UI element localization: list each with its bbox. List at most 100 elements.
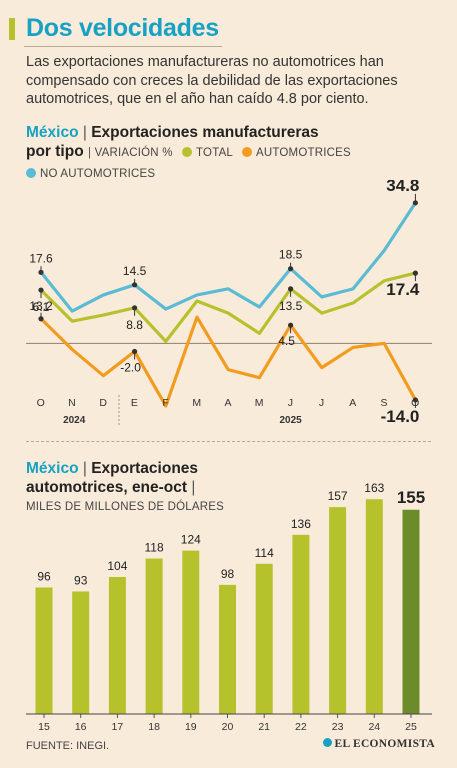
- x-tick-label: O: [411, 397, 420, 409]
- x-tick-label: 18: [148, 721, 160, 733]
- heading-separator: |: [82, 460, 87, 477]
- source-note: FUENTE: INEGI.: [26, 740, 110, 752]
- data-marker: [132, 348, 138, 355]
- x-tick-label: A: [349, 397, 357, 409]
- bar-value-label: 114: [255, 546, 274, 560]
- x-tick-label: 19: [185, 721, 197, 733]
- chart2-title-line1: Exportaciones: [91, 460, 199, 477]
- chart2-country: México: [26, 460, 79, 477]
- chart1-country: México: [26, 124, 79, 141]
- data-marker: [38, 287, 44, 293]
- x-tick-label: E: [131, 397, 139, 409]
- legend-dot-total: [182, 147, 193, 157]
- data-label: 17.4: [386, 280, 420, 299]
- series-line-1: [39, 271, 417, 343]
- series-line-2: [39, 315, 417, 408]
- x-tick-label: M: [192, 397, 201, 409]
- bar: [402, 509, 420, 714]
- x-tick-label: J: [319, 397, 325, 409]
- x-tick-label: 20: [222, 721, 234, 733]
- bar-value-label: 118: [145, 541, 164, 555]
- bar-value-label: 104: [107, 559, 127, 573]
- year-label: 2025: [279, 415, 302, 426]
- bar: [292, 534, 310, 714]
- bar: [108, 576, 126, 714]
- legend-no-auto: NO AUTOMOTRICES: [40, 168, 156, 180]
- x-tick-label: F: [162, 397, 169, 409]
- section-divider: [26, 441, 431, 442]
- data-label: 8.8: [126, 318, 143, 332]
- series-line-0: [39, 201, 417, 313]
- year-label: 2024: [63, 415, 86, 426]
- x-tick-label: A: [224, 397, 232, 409]
- title-accent-bar: [9, 18, 15, 40]
- bar: [145, 558, 163, 714]
- bar-value-label: 157: [328, 489, 348, 503]
- x-tick-label: O: [37, 397, 46, 409]
- bar-value-label: 124: [181, 533, 201, 547]
- data-label: 14.5: [123, 264, 147, 278]
- intro-text: Las exportaciones manufactureras no auto…: [26, 54, 398, 107]
- data-label: 13.2: [29, 299, 53, 313]
- x-tick-label: 23: [332, 721, 344, 733]
- chart2-heading: México | Exportaciones automotrices, ene…: [26, 459, 198, 497]
- x-tick-label: J: [288, 397, 294, 409]
- heading-separator: |: [82, 124, 87, 141]
- chart1-title-line1: Exportaciones manufactureras: [91, 124, 319, 141]
- x-tick-label: S: [380, 397, 388, 409]
- bar-value-label: 155: [397, 488, 425, 507]
- page-title: Dos velocidades: [26, 14, 219, 42]
- data-label: 13.5: [279, 299, 303, 313]
- x-tick-label: 24: [368, 721, 380, 733]
- chart2-title-line2: automotrices, ene-oct: [26, 479, 188, 496]
- bar-value-label: 96: [37, 570, 51, 584]
- data-label: 6.1: [33, 300, 50, 314]
- x-tick-label: 16: [75, 721, 87, 733]
- data-marker: [412, 397, 418, 403]
- data-label: 4.5: [278, 334, 295, 348]
- legend-total: TOTAL: [196, 147, 233, 159]
- bar: [329, 507, 347, 714]
- bar: [35, 587, 53, 714]
- data-label: 17.6: [29, 251, 53, 265]
- data-label: -14.0: [381, 407, 420, 426]
- bar-value-label: 98: [221, 567, 235, 581]
- x-tick-label: D: [99, 397, 107, 409]
- data-marker: [412, 200, 418, 206]
- bar: [72, 591, 90, 714]
- data-label: -2.0: [120, 360, 141, 374]
- x-tick-label: 17: [112, 721, 124, 733]
- bar-value-label: 136: [291, 517, 311, 531]
- brand-badge-icon: [322, 738, 332, 747]
- bar-value-label: 93: [74, 573, 88, 587]
- bar: [255, 563, 273, 714]
- bar-value-label: 163: [364, 481, 384, 495]
- legend-auto: AUTOMOTRICES: [256, 147, 351, 159]
- chart1-unit-label: VARIACIÓN %: [94, 147, 173, 159]
- bar: [182, 550, 200, 714]
- data-label: 18.5: [279, 248, 303, 262]
- x-tick-label: 22: [295, 721, 307, 733]
- brand-logo: EL ECONOMISTA: [322, 738, 436, 750]
- line-chart: 17.6 14.5 18.5 34.8 13.2 8.8 13.5 17.4 6.1 -2.0 4.…: [26, 180, 432, 426]
- data-label: 34.8: [386, 180, 419, 195]
- bar: [219, 584, 236, 714]
- chart1-heading: México | Exportaciones manufactureras po…: [26, 123, 351, 184]
- chart1-title-line2: por tipo: [26, 143, 84, 160]
- brand-name: EL ECONOMISTA: [334, 738, 435, 750]
- bar-chart: 96 15 93 16 104 17 118 18 124 19 98 20 114 21 136 22 157…: [26, 481, 432, 733]
- data-marker: [288, 322, 294, 328]
- x-tick-label: N: [68, 397, 76, 409]
- data-marker: [288, 266, 294, 272]
- heading-separator: |: [191, 479, 196, 496]
- x-tick-label: 21: [258, 721, 270, 733]
- title-rule: [24, 46, 222, 47]
- legend-dot-no-auto: [26, 168, 36, 178]
- legend-dot-auto: [242, 147, 253, 157]
- bar: [365, 499, 383, 714]
- legend-separator: |: [88, 147, 92, 159]
- x-tick-label: 25: [405, 721, 417, 733]
- chart2-units: MILES DE MILLONES DE DÓLARES: [26, 501, 224, 513]
- x-tick-label: 15: [38, 721, 50, 733]
- x-tick-label: M: [255, 397, 264, 409]
